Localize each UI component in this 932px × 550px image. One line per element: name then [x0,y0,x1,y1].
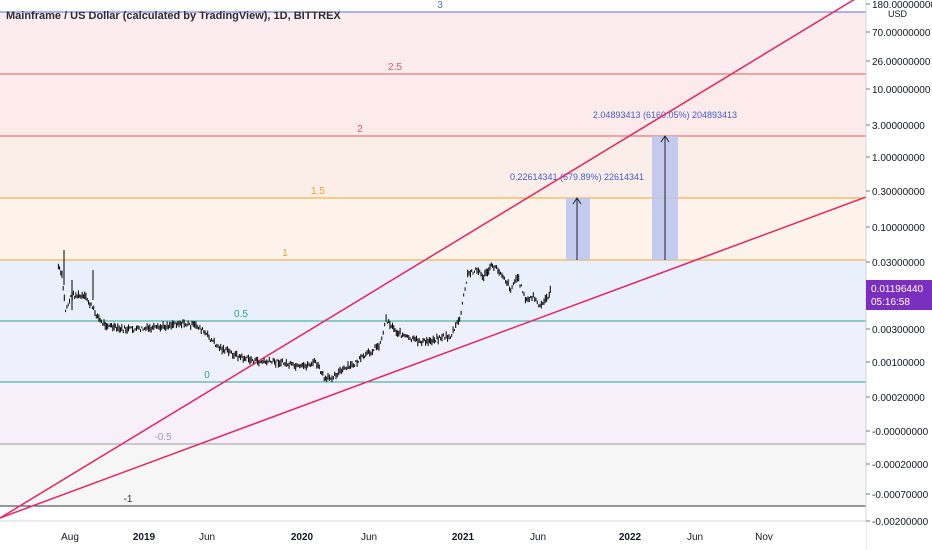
fib-level-label: 1.5 [311,186,325,197]
currency-label: USD [888,9,908,19]
fib-level-label: 3 [437,0,443,11]
time-axis[interactable] [0,521,866,550]
fib-band [0,321,866,382]
price-tick-label: -0.00070000 [872,490,929,501]
chart-title: Mainframe / US Dollar (calculated by Tra… [6,10,341,22]
price-tick-label: 0.00300000 [872,325,925,336]
bar-countdown: 05:16:58 [871,297,910,308]
price-tick-label: 10.00000000 [872,85,931,96]
lower-trendline[interactable] [0,196,867,519]
measurement-arrowhead [572,197,582,205]
price-tick-label: -0.00020000 [872,460,929,471]
fib-level-label: -1 [124,494,133,505]
fib-level-label: 1 [282,248,288,259]
price-tick-label: 0.30000000 [872,187,925,198]
price-tick-label: 0.00020000 [872,393,925,404]
current-price-badge[interactable] [866,280,932,310]
time-tick-label: 2019 [133,532,156,543]
fib-level-label: 2 [357,124,363,135]
fib-band [0,382,866,444]
fib-band [0,12,866,74]
time-tick-label: Jun [199,532,215,543]
fib-band [0,444,866,506]
fib-level-label: 2.5 [388,62,402,73]
fib-band [0,74,866,136]
measurement-arrowhead [660,135,670,143]
fib-level-label: -0.5 [154,432,172,443]
measurement-box[interactable] [566,198,590,260]
price-tick-label: 3.00000000 [872,121,925,132]
time-tick-label: Jun [687,532,703,543]
current-price: 0.01196440 [871,284,924,295]
price-tick-label: 70.00000000 [872,28,931,39]
time-tick-label: Nov [755,532,773,543]
measurement-label: 0.22614341 (679.89%) 22614341 [510,172,644,182]
price-tick-label: 0.03000000 [872,258,925,269]
fib-band [0,198,866,260]
time-tick-label: 2022 [619,532,642,543]
fib-level-label: 0 [204,370,210,381]
time-tick-label: Aug [61,532,79,543]
price-tick-label: 180.00000000 [872,0,932,11]
fib-level-label: 0.5 [234,309,248,320]
time-tick-label: Jun [361,532,377,543]
time-tick-label: 2021 [452,532,475,543]
fib-band [0,260,866,321]
price-tick-label: -0.00200000 [872,517,929,528]
upper-trendline[interactable] [0,0,860,519]
time-tick-label: 2020 [291,532,314,543]
price-axis[interactable] [866,0,932,550]
fib-band [0,136,866,198]
price-tick-label: 1.00000000 [872,153,925,164]
price-tick-label: 0.00100000 [872,358,925,369]
time-tick-label: Jun [530,532,546,543]
price-tick-label: 26.00000000 [872,57,931,68]
price-tick-label: -0.00000000 [872,427,929,438]
price-tick-label: 0.10000000 [872,223,925,234]
